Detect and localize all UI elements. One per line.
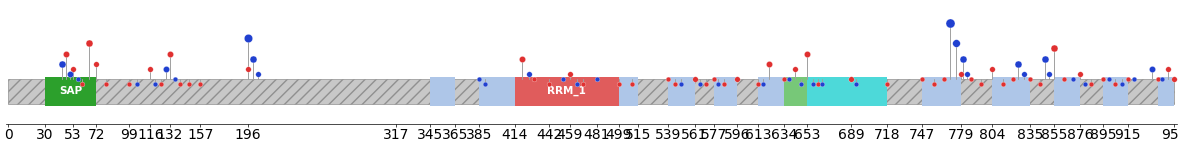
Text: SAP: SAP bbox=[59, 86, 83, 96]
Text: RRM_1: RRM_1 bbox=[547, 86, 586, 96]
Bar bbox=[619, 77, 638, 106]
Bar bbox=[1158, 77, 1174, 106]
Bar bbox=[992, 77, 1029, 106]
Bar bbox=[1054, 77, 1080, 106]
Bar bbox=[8, 79, 1174, 104]
Bar bbox=[808, 77, 887, 106]
Bar bbox=[758, 77, 784, 106]
Bar bbox=[45, 77, 97, 106]
Bar bbox=[1104, 77, 1127, 106]
Bar bbox=[784, 77, 808, 106]
Bar bbox=[667, 77, 694, 106]
Bar bbox=[480, 77, 515, 106]
Bar bbox=[430, 77, 455, 106]
Bar bbox=[714, 77, 737, 106]
Bar bbox=[515, 77, 619, 106]
Bar bbox=[922, 77, 961, 106]
